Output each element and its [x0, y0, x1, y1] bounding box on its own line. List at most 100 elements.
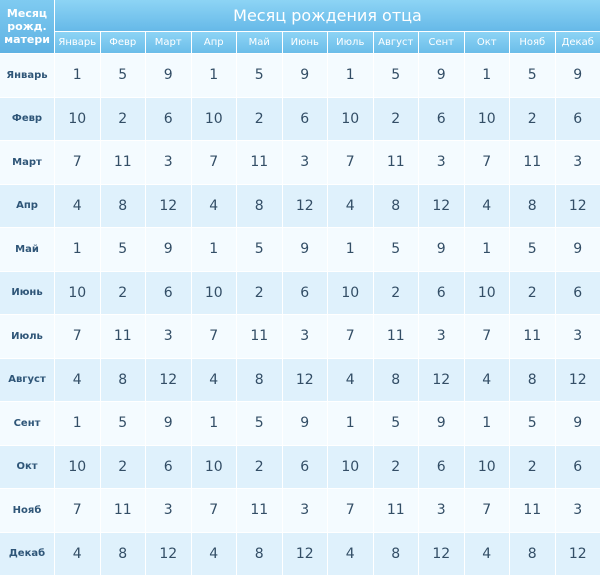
table-cell: 8	[510, 358, 555, 401]
mother-month-header: Май	[0, 228, 54, 271]
table-cell: 3	[146, 489, 191, 532]
mother-month-header: Февр	[0, 97, 54, 140]
table-cell: 7	[55, 489, 100, 532]
table-cell: 7	[191, 489, 236, 532]
table-cell: 11	[373, 141, 418, 184]
table-cell: 4	[464, 184, 509, 227]
table-cell: 11	[510, 141, 555, 184]
table-cell: 12	[282, 532, 327, 575]
table-cell: 1	[464, 54, 509, 97]
table-cell: 3	[419, 315, 464, 358]
table-cell: 12	[555, 184, 600, 227]
table-cell: 7	[328, 141, 373, 184]
table-cell: 12	[419, 184, 464, 227]
table-cell: 5	[100, 54, 145, 97]
table-cell: 3	[282, 141, 327, 184]
father-month-header: Июнь	[282, 32, 327, 53]
table-cell: 11	[100, 315, 145, 358]
table-cell: 5	[373, 54, 418, 97]
table-cell: 8	[100, 184, 145, 227]
table-cell: 10	[464, 97, 509, 140]
table-cell: 4	[191, 358, 236, 401]
table-cell: 10	[55, 97, 100, 140]
table-cell: 9	[555, 228, 600, 271]
table-cell: 6	[146, 445, 191, 488]
table-cell: 10	[328, 97, 373, 140]
father-month-header: Январь	[55, 32, 100, 53]
table-cell: 5	[510, 54, 555, 97]
table-cell: 9	[282, 402, 327, 445]
table-cell: 11	[100, 141, 145, 184]
table-cell: 6	[282, 445, 327, 488]
father-month-header: Февр	[100, 32, 145, 53]
father-month-header: Окт	[464, 32, 509, 53]
mother-month-header: Декаб	[0, 532, 54, 575]
table-cell: 10	[464, 271, 509, 314]
table-cell: 2	[237, 97, 282, 140]
table-cell: 10	[55, 445, 100, 488]
table-cell: 10	[191, 97, 236, 140]
father-month-header: Нояб	[510, 32, 555, 53]
table-cell: 2	[373, 445, 418, 488]
table-cell: 12	[146, 184, 191, 227]
table-cell: 6	[555, 97, 600, 140]
table-cell: 9	[419, 228, 464, 271]
father-month-header: Июль	[328, 32, 373, 53]
father-month-header: Май	[237, 32, 282, 53]
table-cell: 1	[464, 402, 509, 445]
table-cell: 5	[373, 228, 418, 271]
table-cell: 11	[510, 315, 555, 358]
table-cell: 8	[510, 532, 555, 575]
table-cell: 1	[55, 402, 100, 445]
table-cell: 4	[328, 532, 373, 575]
table-cell: 7	[55, 315, 100, 358]
table-cell: 1	[191, 402, 236, 445]
table-cell: 1	[55, 228, 100, 271]
table-cell: 11	[510, 489, 555, 532]
table-cell: 2	[100, 271, 145, 314]
table-cell: 10	[328, 271, 373, 314]
mother-month-header: Окт	[0, 445, 54, 488]
table-cell: 11	[237, 141, 282, 184]
table-cell: 9	[419, 402, 464, 445]
table-cell: 8	[373, 358, 418, 401]
table-cell: 6	[555, 271, 600, 314]
mother-month-header: Сент	[0, 402, 54, 445]
table-cell: 7	[55, 141, 100, 184]
table-cell: 12	[419, 532, 464, 575]
table-cell: 2	[510, 445, 555, 488]
table-cell: 2	[100, 97, 145, 140]
table-cell: 6	[419, 97, 464, 140]
table-cell: 7	[191, 141, 236, 184]
table-cell: 6	[419, 271, 464, 314]
table-cell: 2	[373, 97, 418, 140]
table-cell: 3	[146, 141, 191, 184]
table-cell: 11	[237, 315, 282, 358]
table-cell: 8	[237, 532, 282, 575]
table-cell: 11	[100, 489, 145, 532]
table-cell: 4	[55, 358, 100, 401]
table-cell: 2	[100, 445, 145, 488]
table-cell: 12	[419, 358, 464, 401]
table-cell: 5	[373, 402, 418, 445]
table-cell: 10	[464, 445, 509, 488]
table-cell: 1	[191, 54, 236, 97]
table-cell: 6	[282, 271, 327, 314]
table-cell: 12	[555, 358, 600, 401]
table-cell: 2	[510, 271, 555, 314]
table-cell: 10	[328, 445, 373, 488]
table-cell: 7	[464, 489, 509, 532]
table-cell: 9	[146, 402, 191, 445]
table-cell: 8	[100, 358, 145, 401]
table-cell: 2	[373, 271, 418, 314]
table-cell: 9	[555, 54, 600, 97]
father-month-header: Сент	[419, 32, 464, 53]
table-cell: 12	[282, 184, 327, 227]
table-cell: 7	[464, 315, 509, 358]
table-cell: 9	[419, 54, 464, 97]
table-cell: 9	[146, 54, 191, 97]
table-cell: 5	[510, 228, 555, 271]
table-cell: 5	[237, 228, 282, 271]
table-cell: 3	[282, 315, 327, 358]
